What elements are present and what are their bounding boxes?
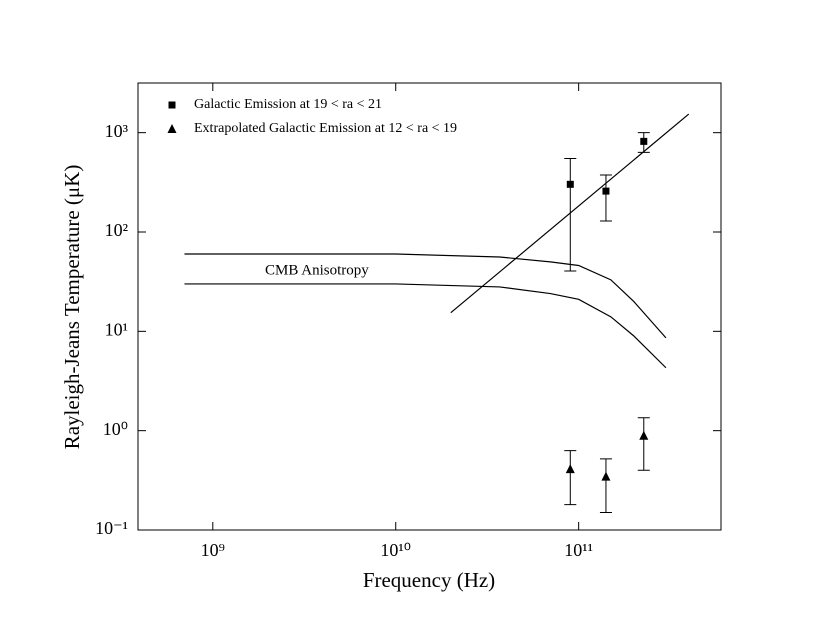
triangle-marker [601, 471, 611, 481]
error-bar [564, 450, 577, 506]
legend-label: Extrapolated Galactic Emission at 12 < r… [194, 121, 457, 136]
square-marker [566, 180, 574, 188]
y-tick-label: 10⁰ [103, 419, 128, 439]
triangle-marker [565, 464, 575, 474]
triangle-marker [167, 124, 177, 133]
square-marker [602, 187, 610, 195]
error-bar [599, 458, 612, 514]
plot-frame [137, 82, 722, 531]
curve [450, 113, 690, 314]
y-tick-label: 10¹ [105, 319, 128, 339]
error-bar [637, 417, 650, 471]
y-axis-label: Rayleigh-Jeans Temperature (μK) [60, 165, 84, 450]
y-tick-label: 10² [105, 220, 128, 240]
y-tick-label: 10⁻¹ [95, 518, 128, 538]
legend-label: Galactic Emission at 19 < ra < 21 [194, 97, 382, 112]
annotation: CMB Anisotropy [265, 262, 369, 278]
triangle-marker [639, 430, 649, 440]
square-marker [168, 101, 176, 109]
curve [184, 253, 667, 339]
y-tick-label: 10³ [105, 121, 129, 141]
square-marker [640, 137, 648, 145]
x-tick-label: 10¹¹ [564, 540, 593, 560]
error-bar [564, 157, 577, 272]
x-axis-label: Frequency (Hz) [363, 568, 495, 592]
error-bar [599, 174, 612, 222]
curve [184, 283, 667, 369]
x-tick-label: 10⁹ [201, 540, 225, 560]
x-tick-label: 10¹⁰ [380, 540, 411, 560]
